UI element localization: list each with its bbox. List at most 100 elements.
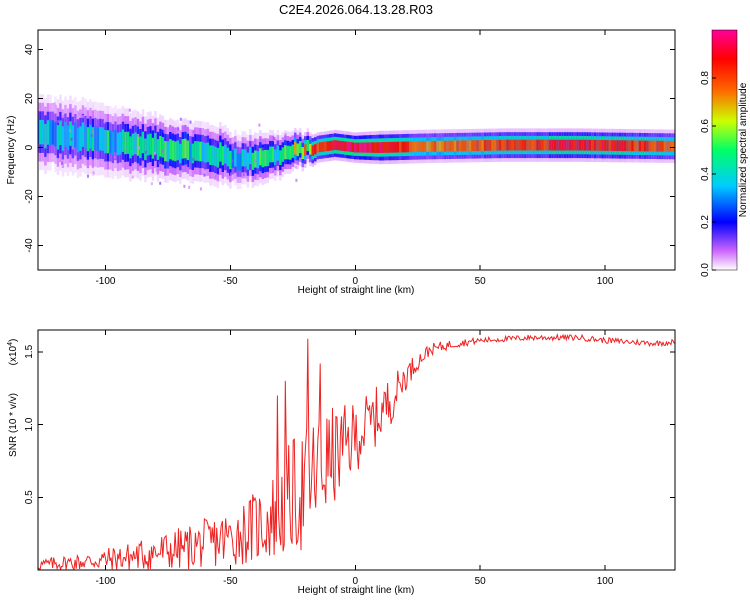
heatmap-cell <box>119 132 122 155</box>
heatmap-cell <box>668 140 672 152</box>
heatmap-cell <box>139 136 142 159</box>
heatmap-cell <box>38 119 40 144</box>
heatmap-cell <box>204 143 207 163</box>
heatmap-cell <box>349 142 352 152</box>
spectrogram-y-axis-label: Frequency (Hz) <box>6 116 17 185</box>
heatmap-speckle <box>70 152 73 156</box>
heatmap-speckle <box>71 146 74 150</box>
colorbar: 0.0 0.2 0.4 0.6 0.8 Normalized spectral ampl… <box>700 29 749 277</box>
heatmap-cell <box>214 146 217 167</box>
heatmap-cell <box>416 141 419 152</box>
heatmap-speckle <box>90 134 93 138</box>
heatmap-speckle <box>242 173 245 177</box>
heatmap-cell <box>296 143 299 157</box>
heatmap-cell <box>389 141 392 153</box>
snr-x-tick-label: -50 <box>223 576 238 587</box>
heatmap-cell <box>271 146 275 163</box>
heatmap-cell <box>473 140 477 151</box>
heatmap-cell <box>49 120 52 145</box>
heatmap-cell <box>471 140 474 151</box>
heatmap-speckle <box>62 115 65 119</box>
spectrogram-x-axis-label: Height of straight line (km) <box>298 285 415 296</box>
spectrogram-panel: -100 -50 0 50 100 -40 -20 0 20 40 Height of strai… <box>6 29 676 296</box>
heatmap-cell <box>61 126 65 151</box>
heatmap-cell <box>174 141 177 162</box>
heatmap-cell <box>54 122 57 147</box>
heatmap-cell <box>528 139 532 151</box>
heatmap-speckle <box>258 123 261 127</box>
heatmap-cell <box>256 151 260 169</box>
heatmap-cell <box>96 127 100 151</box>
heatmap-cell <box>341 141 344 151</box>
heatmap-speckle <box>183 184 186 188</box>
heatmap-cell <box>109 130 112 154</box>
heatmap-speckle <box>128 108 131 112</box>
spectrogram-y-tick-label: -20 <box>24 189 35 204</box>
heatmap-cell <box>374 142 377 153</box>
heatmap-cell <box>406 141 409 153</box>
heatmap-cell <box>116 132 120 156</box>
heatmap-cell <box>199 141 202 162</box>
heatmap-speckle <box>121 113 124 117</box>
heatmap-speckle <box>192 157 195 161</box>
heatmap-cell <box>508 139 512 151</box>
heatmap-cell <box>618 140 622 151</box>
colorbar-tick-label: 0.2 <box>700 215 711 229</box>
heatmap-cell <box>623 140 627 152</box>
heatmap-cell <box>146 134 150 156</box>
heatmap-speckle <box>70 137 73 141</box>
snr-x-tick-label: 0 <box>352 576 358 587</box>
heatmap-cell <box>81 122 85 147</box>
snr-x-tick-label: 50 <box>475 576 487 587</box>
heatmap-cell <box>104 130 107 154</box>
heatmap-cell <box>538 139 542 151</box>
snr-y-axis-label: SNR (10 * v/v) <box>8 393 19 457</box>
heatmap-cell <box>426 141 429 152</box>
heatmap-cell <box>463 140 467 152</box>
snr-series-line <box>38 333 675 570</box>
heatmap-cell <box>159 136 162 157</box>
heatmap-cell <box>74 122 77 148</box>
heatmap-speckle <box>113 155 116 159</box>
heatmap-cell <box>491 139 494 151</box>
heatmap-speckle <box>275 161 278 165</box>
colorbar-tick-label: 0.0 <box>700 263 711 277</box>
heatmap-speckle <box>177 127 180 131</box>
heatmap-cell <box>448 140 452 152</box>
heatmap-cell <box>111 132 115 155</box>
heatmap-cell <box>648 140 652 152</box>
heatmap-speckle <box>203 173 206 177</box>
heatmap-cell <box>386 142 389 153</box>
heatmap-speckle <box>231 159 234 163</box>
heatmap-cell <box>69 121 72 146</box>
heatmap-cell <box>56 125 60 150</box>
spectrogram-x-tick-label: -50 <box>223 276 238 287</box>
heatmap-cell <box>576 139 579 151</box>
heatmap-cell <box>261 150 265 168</box>
heatmap-cell <box>376 142 379 153</box>
heatmap-cell <box>551 139 554 151</box>
heatmap-cell <box>506 139 509 151</box>
heatmap-cell <box>231 149 235 168</box>
heatmap-cell <box>236 153 240 171</box>
heatmap-cell <box>404 141 407 153</box>
heatmap-cell <box>94 126 97 150</box>
heatmap-cell <box>671 140 674 152</box>
heatmap-cell <box>274 149 277 165</box>
heatmap-cell <box>396 141 399 153</box>
heatmap-cell <box>361 142 364 153</box>
heatmap-cell <box>319 142 322 153</box>
heatmap-cell <box>621 140 624 152</box>
heatmap-cell <box>496 139 499 151</box>
heatmap-cell <box>254 150 257 168</box>
heatmap-cell <box>51 120 55 145</box>
heatmap-cell <box>436 140 439 152</box>
heatmap-cell <box>486 140 489 151</box>
heatmap-cell <box>418 141 422 152</box>
heatmap-cell <box>224 144 227 164</box>
heatmap-cell <box>101 127 105 151</box>
heatmap-cell <box>521 139 524 151</box>
heatmap-cell <box>156 139 160 160</box>
heatmap-cell <box>493 139 497 151</box>
